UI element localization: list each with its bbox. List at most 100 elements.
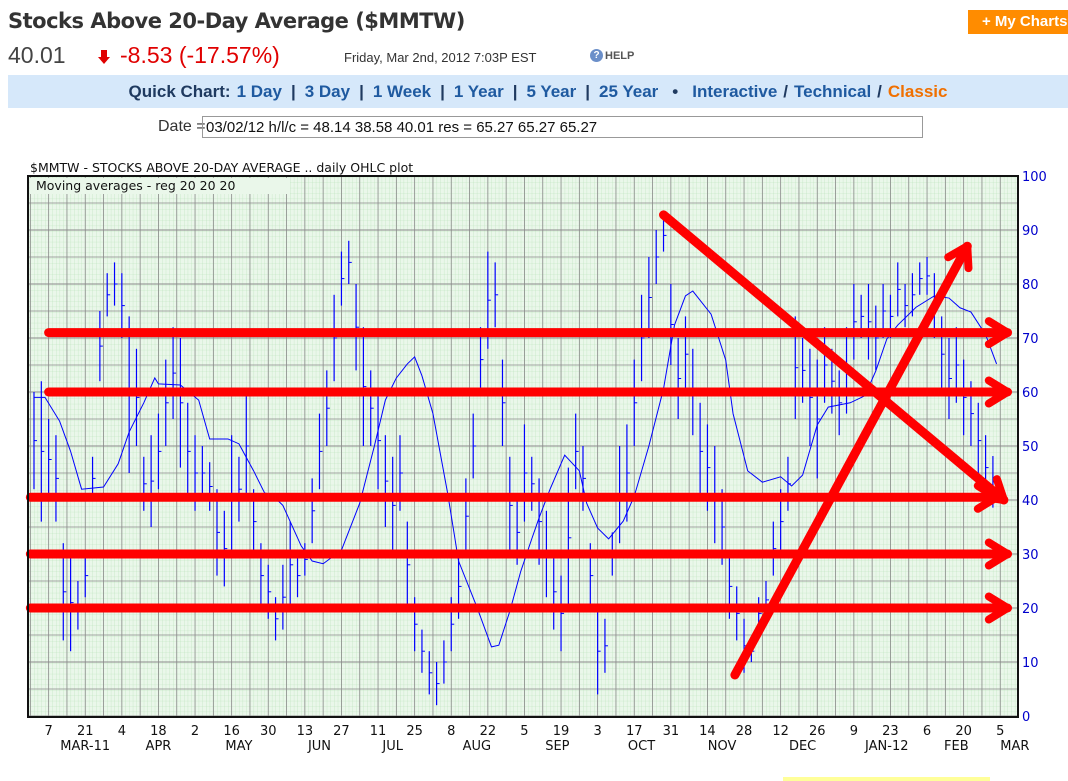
- x-month-label: JUL: [381, 739, 403, 754]
- arrow-head: [984, 376, 1012, 408]
- arrow-head: [984, 538, 1012, 570]
- yellow-bar: [783, 777, 990, 781]
- y-tick-label: 80: [1022, 278, 1039, 293]
- x-tick-label: 13: [297, 724, 314, 739]
- x-tick-label: 17: [626, 724, 643, 739]
- quick-chart-1-day[interactable]: 1 Day: [236, 81, 282, 101]
- arrow-head: [984, 317, 1012, 349]
- x-month-label: FEB: [944, 739, 969, 754]
- horizontal-arrow: [44, 317, 1013, 349]
- style-interactive[interactable]: Interactive: [692, 81, 778, 101]
- x-tick-label: 21: [77, 724, 94, 739]
- quick-chart-25-year[interactable]: 25 Year: [599, 81, 659, 101]
- separator: |: [290, 81, 296, 101]
- quick-chart-3-day[interactable]: 3 Day: [304, 81, 351, 101]
- x-tick-label: 8: [447, 724, 455, 739]
- y-tick-label: 30: [1022, 548, 1039, 563]
- x-tick-label: 14: [699, 724, 716, 739]
- x-tick-label: 2: [191, 724, 199, 739]
- y-tick-label: 40: [1022, 494, 1039, 509]
- price-change: -8.53 (-17.57%): [120, 42, 280, 68]
- arrow-head: [984, 592, 1012, 624]
- moving-average-line: [34, 290, 998, 648]
- x-tick-label: 26: [809, 724, 826, 739]
- x-tick-label: 19: [553, 724, 570, 739]
- separator: /: [783, 81, 789, 101]
- x-month-label: JAN-12: [864, 739, 908, 754]
- y-tick-label: 90: [1022, 224, 1039, 239]
- x-month-label: MAR: [1000, 739, 1029, 754]
- bullet-separator: •: [672, 81, 679, 101]
- last-price: 40.01: [8, 42, 66, 68]
- separator: |: [359, 81, 364, 101]
- x-month-label: APR: [146, 739, 172, 754]
- arrow-shaft: [730, 241, 972, 680]
- chart-subtitle: Moving averages - reg 20 20 20: [36, 178, 235, 193]
- style-technical[interactable]: Technical: [794, 81, 872, 101]
- horizontal-arrow: [44, 376, 1013, 408]
- x-month-label: SEP: [545, 739, 569, 754]
- x-tick-label: 22: [480, 724, 497, 739]
- x-tick-label: 5: [520, 724, 528, 739]
- help-label: HELP: [605, 49, 635, 62]
- x-tick-label: 18: [150, 724, 167, 739]
- x-month-label: OCT: [628, 739, 655, 754]
- help-icon: ?: [590, 49, 603, 62]
- y-tick-label: 60: [1022, 386, 1039, 401]
- y-tick-label: 10: [1022, 656, 1039, 671]
- arrow-head: [978, 475, 1008, 504]
- x-tick-label: 11: [370, 724, 387, 739]
- y-tick-label: 20: [1022, 602, 1039, 617]
- diagonal-arrow: [659, 210, 1009, 505]
- x-tick-label: 3: [593, 724, 601, 739]
- x-month-label: JUN: [307, 739, 331, 754]
- separator: |: [440, 81, 445, 101]
- subtitle-bg: [30, 178, 290, 194]
- x-tick-label: 31: [663, 724, 680, 739]
- x-month-label: DEC: [789, 739, 816, 754]
- arrow-head: [944, 242, 973, 273]
- x-tick-label: 6: [923, 724, 931, 739]
- page-title: Stocks Above 20-Day Average ($MMTW): [8, 9, 465, 33]
- x-month-label: MAY: [225, 739, 252, 754]
- x-month-label: MAR-11: [60, 739, 110, 754]
- y-tick-label: 0: [1022, 710, 1030, 725]
- x-tick-label: 4: [118, 724, 126, 739]
- help-link[interactable]: ? HELP: [590, 49, 634, 62]
- diagonal-arrow: [730, 241, 973, 680]
- x-tick-label: 28: [736, 724, 753, 739]
- x-tick-label: 5: [996, 724, 1004, 739]
- horizontal-arrow: [25, 538, 1013, 570]
- quote-datetime: Friday, Mar 2nd, 2012 7:03P EST: [344, 50, 537, 65]
- red-annotations: [25, 210, 1013, 680]
- separator: |: [585, 81, 591, 101]
- horizontal-arrow: [25, 592, 1013, 624]
- separator: |: [512, 81, 518, 101]
- date-label: Date =: [158, 118, 206, 135]
- x-month-label: NOV: [708, 739, 737, 754]
- x-month-label: AUG: [463, 739, 491, 754]
- style-classic[interactable]: Classic: [887, 81, 948, 101]
- x-tick-label: 7: [44, 724, 52, 739]
- quick-chart-label: Quick Chart:: [128, 81, 231, 101]
- plot-border: [27, 175, 1019, 718]
- x-tick-label: 12: [772, 724, 789, 739]
- quick-chart-5-year[interactable]: 5 Year: [526, 81, 577, 101]
- y-tick-label: 100: [1022, 170, 1047, 185]
- y-tick-label: 50: [1022, 440, 1039, 455]
- my-charts-button[interactable]: + My Charts: [968, 10, 1068, 34]
- x-tick-label: 23: [882, 724, 899, 739]
- x-tick-label: 27: [333, 724, 350, 739]
- x-tick-label: 30: [260, 724, 277, 739]
- quick-chart-1-year[interactable]: 1 Year: [453, 81, 504, 101]
- quick-chart-1-week[interactable]: 1 Week: [372, 81, 432, 101]
- ohlc-chart: $MMTW - STOCKS ABOVE 20-DAY AVERAGE .. d…: [25, 160, 1047, 754]
- date-hlc-field[interactable]: 03/02/12 h/l/c = 48.14 38.58 40.01 res =…: [202, 116, 923, 138]
- arrow-shaft: [659, 210, 1009, 505]
- separator: /: [877, 81, 882, 101]
- chart-title: $MMTW - STOCKS ABOVE 20-DAY AVERAGE .. d…: [30, 160, 413, 175]
- x-tick-label: 25: [406, 724, 423, 739]
- y-tick-label: 70: [1022, 332, 1039, 347]
- x-tick-label: 16: [223, 724, 240, 739]
- quick-chart-bar: Quick Chart: 1 Day | 3 Day | 1 Week | 1 Yea…: [8, 75, 1068, 108]
